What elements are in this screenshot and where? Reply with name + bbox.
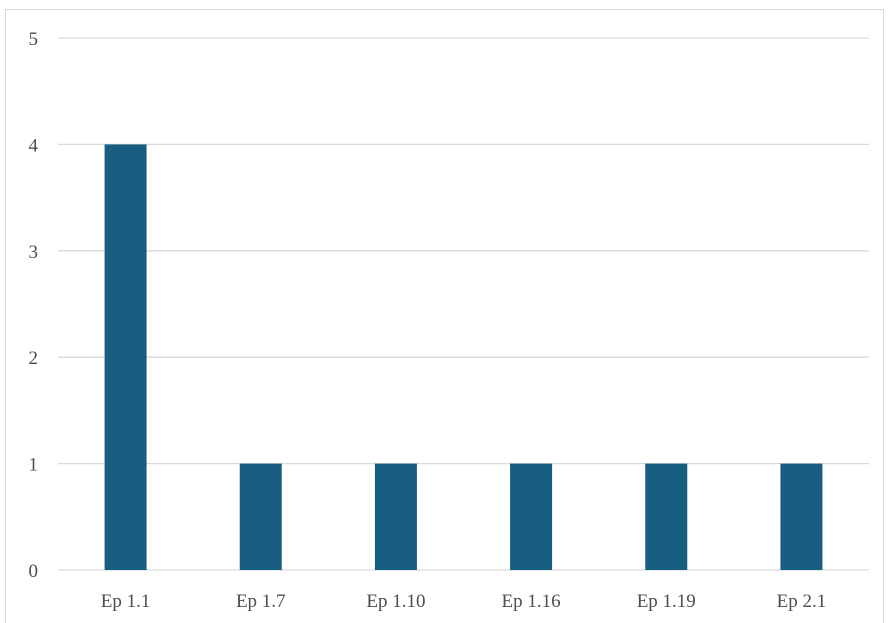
y-tick-label: 2 [29,348,39,369]
bar [239,463,282,570]
bar [104,144,147,570]
bar [645,463,688,570]
x-tick-label: Ep 1.16 [502,591,561,612]
bar [780,463,823,570]
chart-frame [5,9,884,623]
gridlines [58,37,869,571]
x-tick-label: Ep 2.1 [777,591,827,612]
x-tick-label: Ep 1.10 [366,591,425,612]
x-tick-label: Ep 1.1 [101,591,151,612]
bars [104,144,823,570]
bar [510,463,553,570]
bar [374,463,417,570]
y-axis-ticks: 0 1 2 3 4 5 [29,29,39,582]
y-tick-label: 0 [29,561,39,582]
y-tick-label: 4 [29,135,39,156]
y-tick-label: 3 [29,242,39,263]
y-tick-label: 5 [29,29,39,50]
x-tick-label: Ep 1.7 [236,591,286,612]
x-axis-ticks: Ep 1.1 Ep 1.7 Ep 1.10 Ep 1.16 Ep 1.19 Ep 2.1 [101,591,826,612]
x-tick-label: Ep 1.19 [637,591,696,612]
y-tick-label: 1 [29,455,39,476]
